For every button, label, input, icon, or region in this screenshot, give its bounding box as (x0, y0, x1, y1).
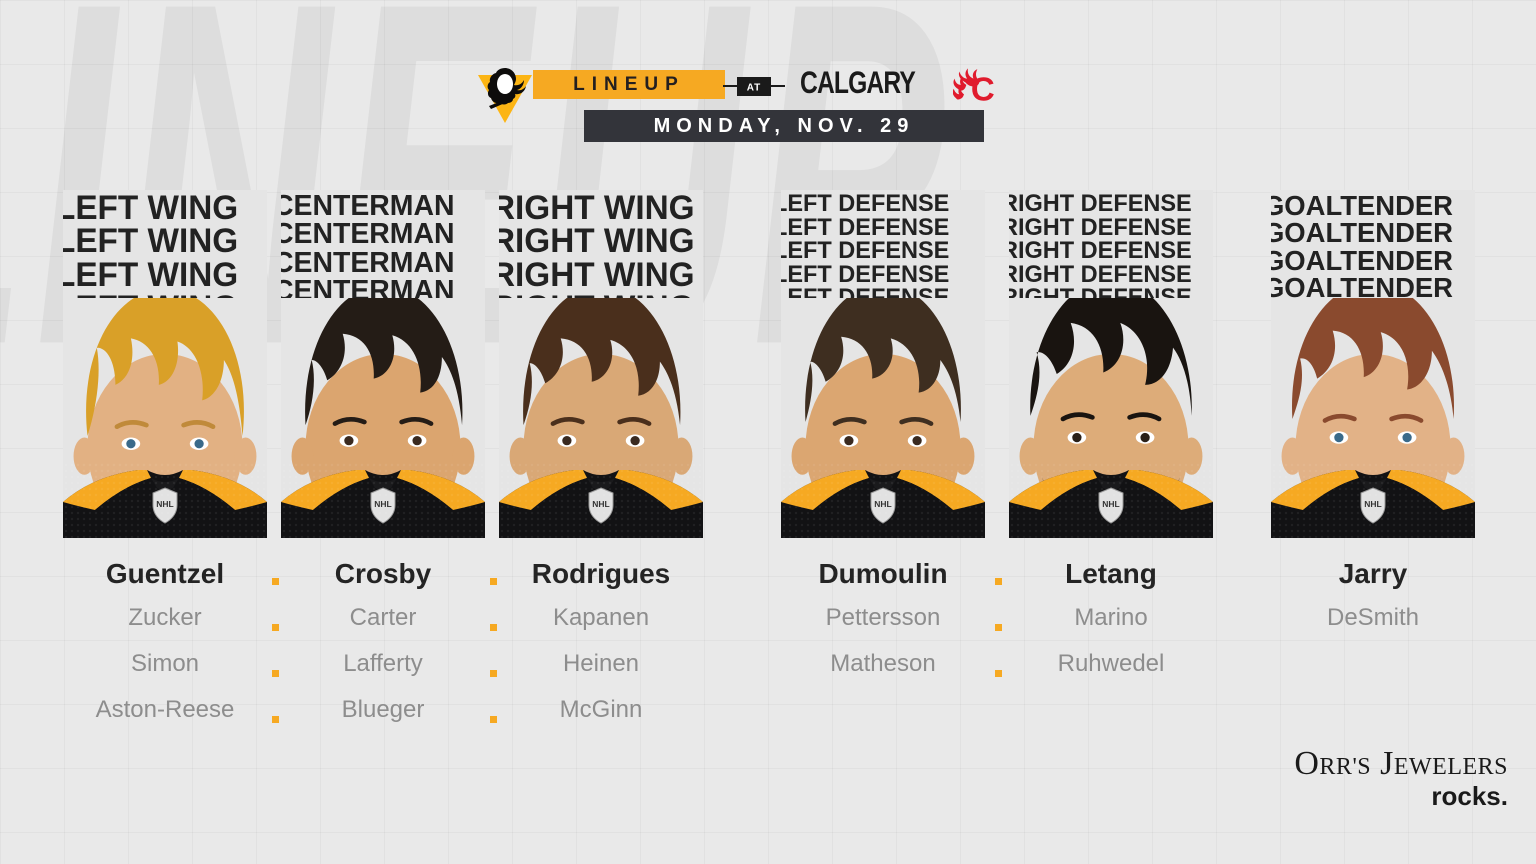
svg-text:C: C (971, 71, 995, 108)
svg-text:AT: AT (747, 83, 762, 94)
